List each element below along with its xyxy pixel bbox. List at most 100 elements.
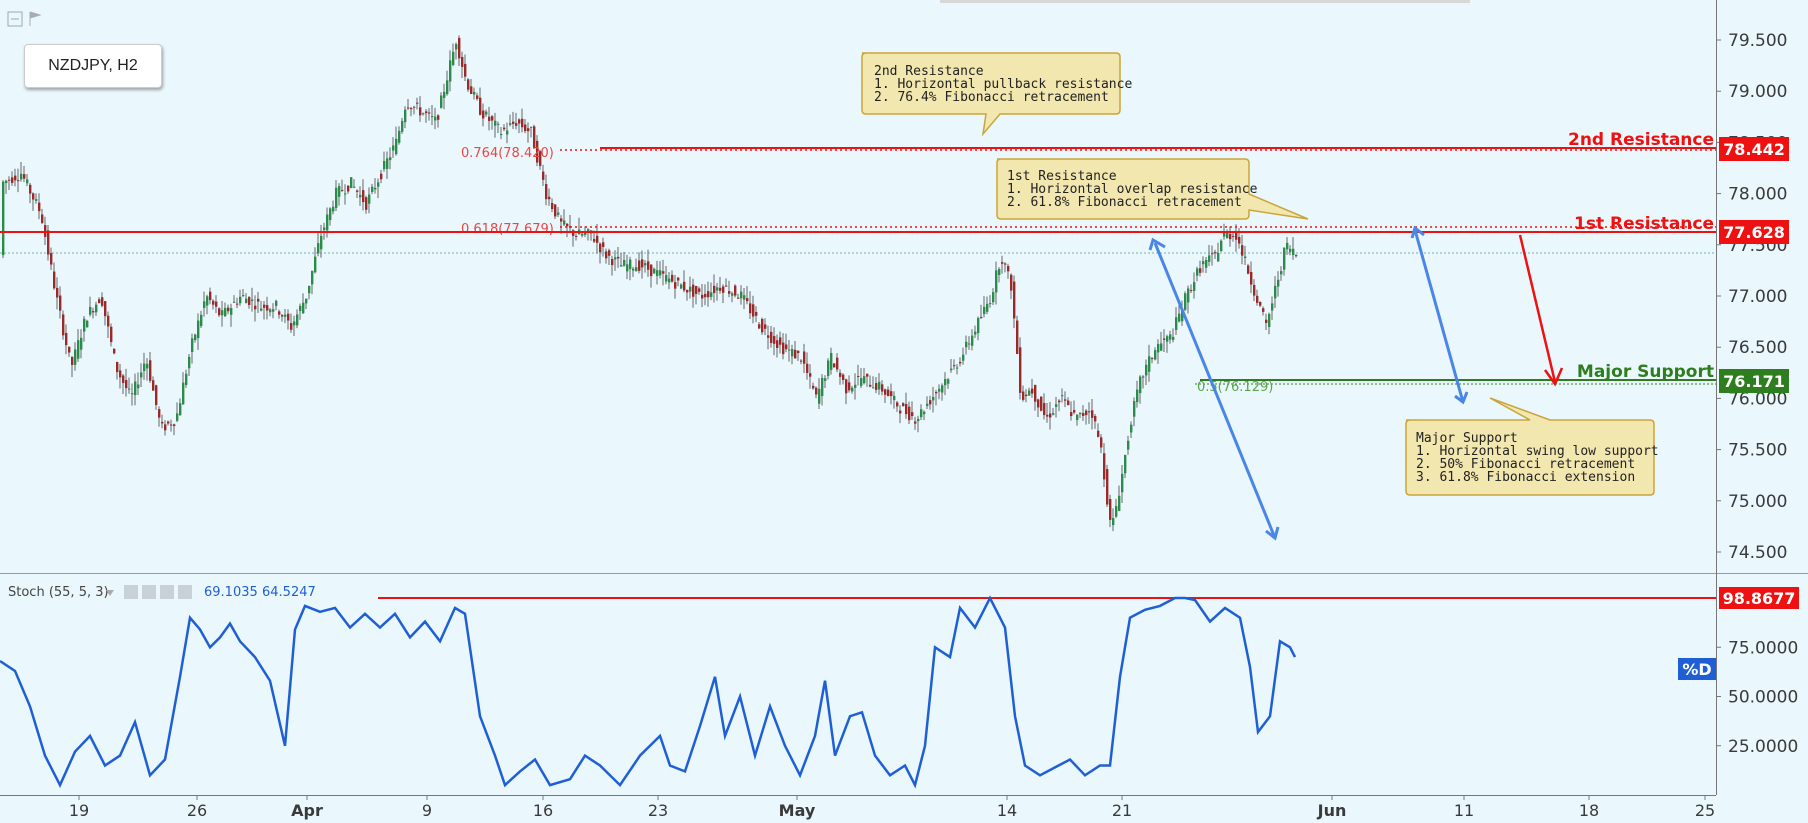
price-tick-label: 79.500 xyxy=(1728,31,1787,51)
candle-body xyxy=(455,44,458,50)
stoch-tick-label: 25.0000 xyxy=(1728,737,1798,757)
candle-body xyxy=(890,391,893,397)
candle-body xyxy=(245,298,248,304)
candle-body xyxy=(1064,399,1067,401)
swing-arrow-right-line xyxy=(1413,229,1465,403)
candle-body xyxy=(212,300,215,305)
candle-body xyxy=(458,37,461,59)
candle-body xyxy=(794,349,797,359)
candle-body xyxy=(104,301,107,317)
candle-body xyxy=(887,389,890,397)
candle-body xyxy=(281,315,284,317)
candle-body xyxy=(1247,265,1250,274)
candle-body xyxy=(59,295,62,311)
candle-body xyxy=(347,185,350,192)
candle-body xyxy=(1169,334,1172,340)
candle-body xyxy=(1019,347,1022,393)
candle-body xyxy=(1265,319,1268,323)
candle-body xyxy=(1094,416,1097,422)
candle-body xyxy=(593,239,596,242)
candle-body xyxy=(860,378,863,386)
candle-body xyxy=(416,102,419,104)
candle-body xyxy=(233,301,236,303)
candle-body xyxy=(371,186,374,192)
candle-body xyxy=(377,182,380,187)
candle-body xyxy=(914,421,917,424)
candle-body xyxy=(806,363,809,373)
time-tick-label: May xyxy=(779,801,816,820)
candle-body xyxy=(422,113,425,115)
candle-body xyxy=(548,196,551,200)
candle-body xyxy=(689,286,692,292)
price-tick-label: 79.000 xyxy=(1728,82,1787,102)
candle-body xyxy=(953,365,956,367)
candle-body xyxy=(125,380,128,389)
candle-body xyxy=(572,230,575,236)
time-tick-label: 11 xyxy=(1454,801,1474,820)
candle-body xyxy=(1046,414,1049,417)
candle-body xyxy=(71,357,74,365)
candle-body xyxy=(551,203,554,210)
candle-body xyxy=(107,315,110,327)
candle-body xyxy=(62,314,65,336)
candle-body xyxy=(1028,390,1031,396)
candle-body xyxy=(881,384,884,392)
candle-body xyxy=(1031,388,1034,394)
candle-body xyxy=(803,351,806,364)
candle-body xyxy=(515,123,518,126)
candle-body xyxy=(587,229,590,233)
eye-icon[interactable] xyxy=(124,585,138,599)
candle-body xyxy=(407,107,410,109)
candle-body xyxy=(902,403,905,407)
candle-body xyxy=(35,199,38,201)
close-icon[interactable] xyxy=(178,585,192,599)
candle-body xyxy=(920,409,923,418)
candle-body xyxy=(671,274,674,282)
candle-body xyxy=(491,116,494,121)
blue-swing-arrows xyxy=(1148,225,1469,541)
second-resistance-label: 2nd Resistance xyxy=(1568,130,1714,150)
candle-body xyxy=(1280,271,1283,275)
annotation-major-support-box xyxy=(1405,397,1655,496)
candle-body xyxy=(293,321,296,326)
candle-body xyxy=(1253,284,1256,296)
candle-body xyxy=(911,412,914,417)
candle-body xyxy=(254,305,257,310)
candle-body xyxy=(620,265,623,267)
candle-body xyxy=(692,284,695,297)
candle-body xyxy=(1163,338,1166,340)
candle-body xyxy=(1157,343,1160,353)
candle-body xyxy=(818,388,821,404)
candle-body xyxy=(479,97,482,115)
candle-body xyxy=(188,356,191,369)
time-tick-label: 18 xyxy=(1579,801,1599,820)
candle-body xyxy=(797,350,800,354)
candle-body xyxy=(173,424,176,427)
candle-body xyxy=(896,402,899,407)
candle-body xyxy=(131,393,134,395)
candle-body xyxy=(959,361,962,364)
stoch-dropdown-icon[interactable] xyxy=(106,590,114,596)
candle-body xyxy=(1178,313,1181,322)
candle-body xyxy=(227,307,230,312)
candle-body xyxy=(983,306,986,315)
add-icon[interactable] xyxy=(160,585,174,599)
flag-icon[interactable] xyxy=(29,11,42,26)
candle-body xyxy=(299,305,302,311)
candle-body xyxy=(1238,237,1241,244)
symbol-label[interactable]: NZDJPY, H2 xyxy=(24,44,162,88)
collapse-icon[interactable] xyxy=(7,11,23,27)
candle-body xyxy=(503,127,506,130)
candle-body xyxy=(575,235,578,237)
settings-icon[interactable] xyxy=(142,585,156,599)
candle-body xyxy=(1025,394,1028,397)
candle-body xyxy=(140,372,143,378)
candle-body xyxy=(1295,255,1298,257)
candle-body xyxy=(116,361,119,373)
candle-body xyxy=(164,424,167,431)
candle-body xyxy=(872,387,875,389)
annotation-second-resistance-line2: 2. 76.4% Fibonacci retracement xyxy=(874,90,1109,105)
candle-body xyxy=(782,342,785,355)
candle-body xyxy=(167,421,170,424)
candle-body xyxy=(1112,518,1115,526)
